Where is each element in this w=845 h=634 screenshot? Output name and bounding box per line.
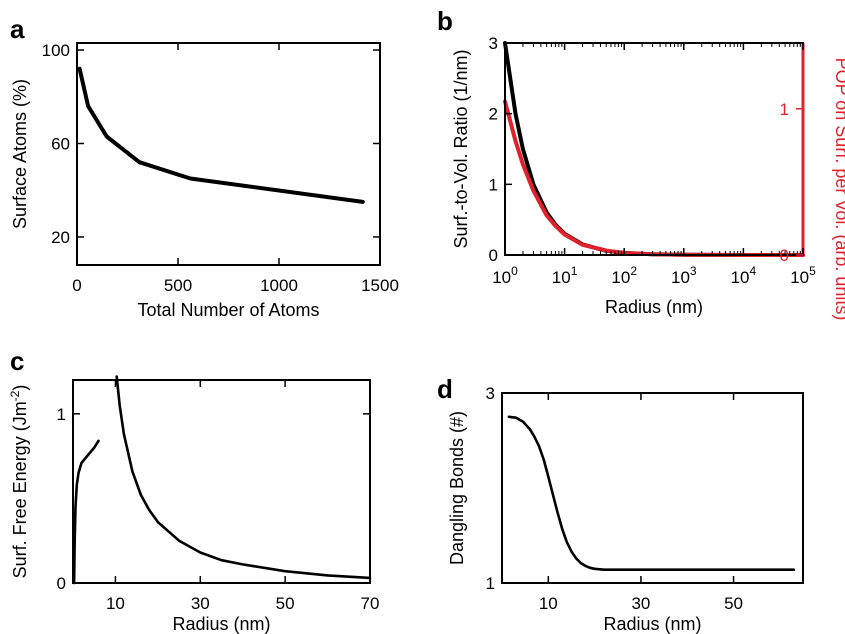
plot-frame — [72, 379, 371, 584]
x-tick-label: 101 — [552, 264, 578, 287]
panel-c: c 10 30 50 70 0 1 Radius (nm) Surf. Free Energy … — [8, 346, 379, 634]
y-tick-label: 60 — [51, 134, 70, 153]
panel-d: d 10 30 50 1 3 Radius (nm) Dangling Bonds (#) — [437, 374, 804, 634]
y-tick-label: 1 — [489, 175, 498, 194]
series-line-a-0 — [77, 66, 365, 204]
y-right-tick-label: 0 — [780, 246, 789, 265]
y-tick-label: 3 — [486, 384, 495, 403]
y-axis-label-text: Surface Atoms (%) — [10, 79, 30, 229]
x-axis-label: Radius (nm) — [172, 614, 270, 634]
plot-frame — [504, 42, 804, 256]
series-line-b-1 — [503, 99, 805, 257]
y-tick-label: 1 — [57, 405, 66, 424]
y-right-axis-label: POP on Surf. per Vol. (arb. units) — [832, 58, 845, 321]
x-tick-label: 10 — [539, 594, 558, 613]
x-tick-label-exp: 3 — [690, 264, 697, 278]
x-tick-label: 30 — [191, 594, 210, 613]
y-axis-label: Surface Atoms (%) — [10, 79, 30, 229]
panel-letter: b — [437, 6, 453, 36]
panel-letter: d — [437, 374, 453, 404]
y-tick-label: 0 — [489, 246, 498, 265]
panel-letter: c — [10, 346, 24, 376]
x-tick-label: 1500 — [361, 276, 399, 295]
y-axis-label-sup: -2 — [8, 390, 22, 401]
x-tick-label-exp: 1 — [571, 264, 578, 278]
y-tick-label: 20 — [51, 228, 70, 247]
y-axis-label-text: Dangling Bonds (#) — [447, 411, 467, 565]
x-tick-label: 30 — [631, 594, 650, 613]
y-axis-label: Dangling Bonds (#) — [447, 411, 467, 565]
x-tick-label: 70 — [361, 594, 380, 613]
x-tick-label-base: 10 — [552, 268, 571, 287]
x-tick-label: 10 — [106, 594, 125, 613]
panel-letter: a — [10, 14, 25, 44]
x-tick-label-base: 10 — [611, 268, 630, 287]
x-tick-label: 500 — [164, 276, 192, 295]
y-tick-label: 100 — [42, 41, 70, 60]
x-tick-label-exp: 4 — [750, 264, 757, 278]
y-axis-label-text: Surf.-to-Vol. Ratio (1/nm) — [451, 49, 471, 248]
x-tick-label-exp: 0 — [511, 264, 518, 278]
x-axis-label: Radius (nm) — [605, 297, 703, 317]
series-line-c-0 — [72, 439, 100, 585]
x-tick-label-base: 10 — [492, 268, 511, 287]
series-line-b-0 — [503, 41, 805, 257]
x-axis-label: Radius (nm) — [603, 614, 701, 634]
y-right-tick-label: 1 — [780, 100, 789, 119]
y-axis-label: Surf. Free Energy (Jm-2) — [8, 385, 30, 579]
y-tick-label: 2 — [489, 105, 498, 124]
y-axis-label-text: Surf. Free Energy (Jm — [10, 401, 30, 578]
series-line-c-1 — [115, 375, 372, 580]
y-tick-label: 0 — [57, 574, 66, 593]
x-tick-label-base: 10 — [671, 268, 690, 287]
y-tick-label: 3 — [489, 34, 498, 53]
x-tick-label: 100 — [492, 264, 518, 287]
x-tick-label: 105 — [790, 264, 816, 287]
x-tick-label: 50 — [724, 594, 743, 613]
x-tick-label: 104 — [731, 264, 757, 287]
plot-frame — [76, 42, 381, 266]
panel-a: a 0 500 1000 1500 20 60 100 Total Number of Atom… — [10, 14, 399, 320]
x-tick-label: 50 — [276, 594, 295, 613]
y-axis-label-end: ) — [10, 385, 30, 391]
x-tick-label: 103 — [671, 264, 697, 287]
x-tick-label: 0 — [72, 276, 81, 295]
x-axis-label: Total Number of Atoms — [137, 300, 319, 320]
x-tick-label-exp: 5 — [809, 264, 816, 278]
series-line-d-0 — [507, 415, 796, 572]
plot-frame — [501, 392, 804, 584]
x-tick-label-base: 10 — [731, 268, 750, 287]
y-tick-label: 1 — [486, 574, 495, 593]
x-tick-label: 102 — [611, 264, 637, 287]
x-tick-label-exp: 2 — [630, 264, 637, 278]
y-axis-label: Surf.-to-Vol. Ratio (1/nm) — [451, 49, 471, 248]
x-tick-label: 1000 — [260, 276, 298, 295]
x-tick-label-base: 10 — [790, 268, 809, 287]
